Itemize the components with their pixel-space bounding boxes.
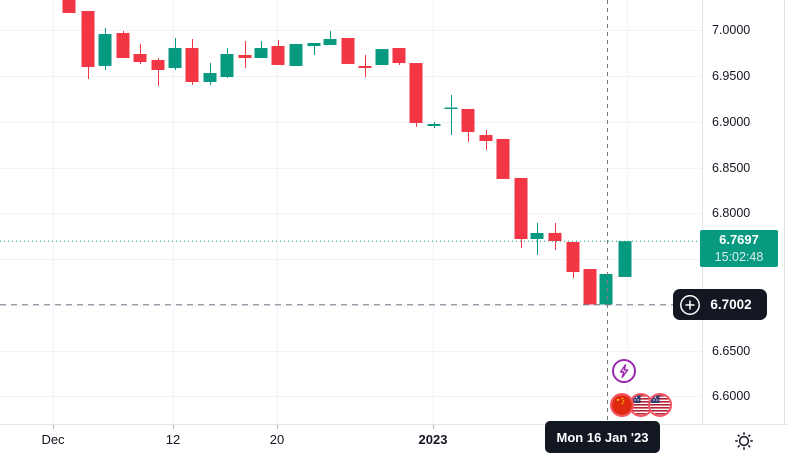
crosshair-price-badge: 6.7002 bbox=[673, 289, 767, 321]
crosshair-date-value: Mon 16 Jan '23 bbox=[556, 429, 649, 445]
candle-body bbox=[323, 38, 337, 46]
right-edge-border bbox=[784, 0, 785, 460]
time-axis[interactable]: Dec 12 20 2023 bbox=[0, 425, 787, 460]
candlestick-chart[interactable] bbox=[0, 0, 702, 424]
candle-body bbox=[548, 232, 562, 242]
candle-body bbox=[289, 44, 303, 66]
current-price-badge: 6.7697 15:02:48 bbox=[700, 230, 778, 268]
time-axis-tick bbox=[173, 425, 174, 429]
candle-body bbox=[81, 10, 95, 67]
economic-event-lightning-icon[interactable] bbox=[612, 359, 636, 383]
candle-body bbox=[168, 48, 182, 68]
candle-body bbox=[427, 123, 441, 126]
price-axis-label: 6.6500 bbox=[712, 343, 751, 358]
price-axis-label: 7.0000 bbox=[712, 23, 751, 38]
candle-body bbox=[238, 54, 252, 59]
candle-body bbox=[341, 37, 355, 64]
economic-event-flag-us-icon[interactable] bbox=[648, 393, 672, 417]
price-axis-border bbox=[702, 0, 703, 424]
candle-body bbox=[599, 273, 613, 305]
candle-body bbox=[375, 49, 389, 65]
current-price-value: 6.7697 bbox=[719, 232, 759, 248]
candle-body bbox=[62, 0, 76, 13]
time-axis-tick bbox=[53, 425, 54, 429]
price-axis[interactable]: 7.00006.95006.90006.85006.80006.75006.70… bbox=[702, 0, 787, 424]
time-axis-label: Dec bbox=[41, 432, 65, 447]
chart-plot-area[interactable] bbox=[0, 0, 702, 424]
candle-body bbox=[461, 108, 475, 133]
candle-body bbox=[271, 46, 285, 65]
candle-body bbox=[479, 135, 493, 142]
gear-sun-icon bbox=[735, 432, 753, 450]
candle-body bbox=[116, 33, 130, 59]
time-axis-tick bbox=[433, 425, 434, 429]
price-axis-label: 6.9000 bbox=[712, 114, 751, 129]
timezone-settings-button[interactable] bbox=[733, 430, 755, 452]
add-alert-plus-icon[interactable] bbox=[679, 294, 701, 316]
candle-body bbox=[98, 34, 112, 66]
economic-event-flag-cn-icon[interactable] bbox=[610, 393, 634, 417]
price-axis-label: 6.8500 bbox=[712, 160, 751, 175]
price-axis-label: 6.8000 bbox=[712, 206, 751, 221]
candle-body bbox=[530, 232, 544, 239]
candle-body bbox=[133, 53, 147, 63]
time-axis-tick bbox=[277, 425, 278, 429]
candle-body bbox=[409, 63, 423, 123]
candle-body bbox=[444, 107, 458, 110]
time-axis-label: 12 bbox=[165, 432, 181, 447]
candle-body bbox=[151, 60, 165, 70]
price-axis-label: 6.6000 bbox=[712, 389, 751, 404]
crosshair-date-badge: Mon 16 Jan '23 bbox=[545, 421, 660, 453]
candle-body bbox=[583, 269, 597, 305]
candle-body bbox=[185, 48, 199, 82]
crosshair-price-value: 6.7002 bbox=[710, 297, 752, 313]
bar-countdown-time: 15:02:48 bbox=[714, 250, 764, 265]
time-axis-border bbox=[0, 424, 787, 425]
candle-body bbox=[566, 242, 580, 273]
candle-body bbox=[392, 48, 406, 64]
lightning-bolt-icon bbox=[619, 364, 629, 378]
candle-body bbox=[514, 177, 528, 239]
candle-body bbox=[254, 48, 268, 59]
time-axis-label: 20 bbox=[269, 432, 285, 447]
candle-body bbox=[203, 73, 217, 82]
candle-body bbox=[618, 241, 632, 277]
candle-body bbox=[220, 53, 234, 78]
candle-body bbox=[496, 138, 510, 179]
time-axis-label: 2023 bbox=[418, 432, 448, 447]
price-axis-label: 6.9500 bbox=[712, 69, 751, 84]
candle-body bbox=[307, 43, 321, 47]
candle-body bbox=[358, 65, 372, 68]
